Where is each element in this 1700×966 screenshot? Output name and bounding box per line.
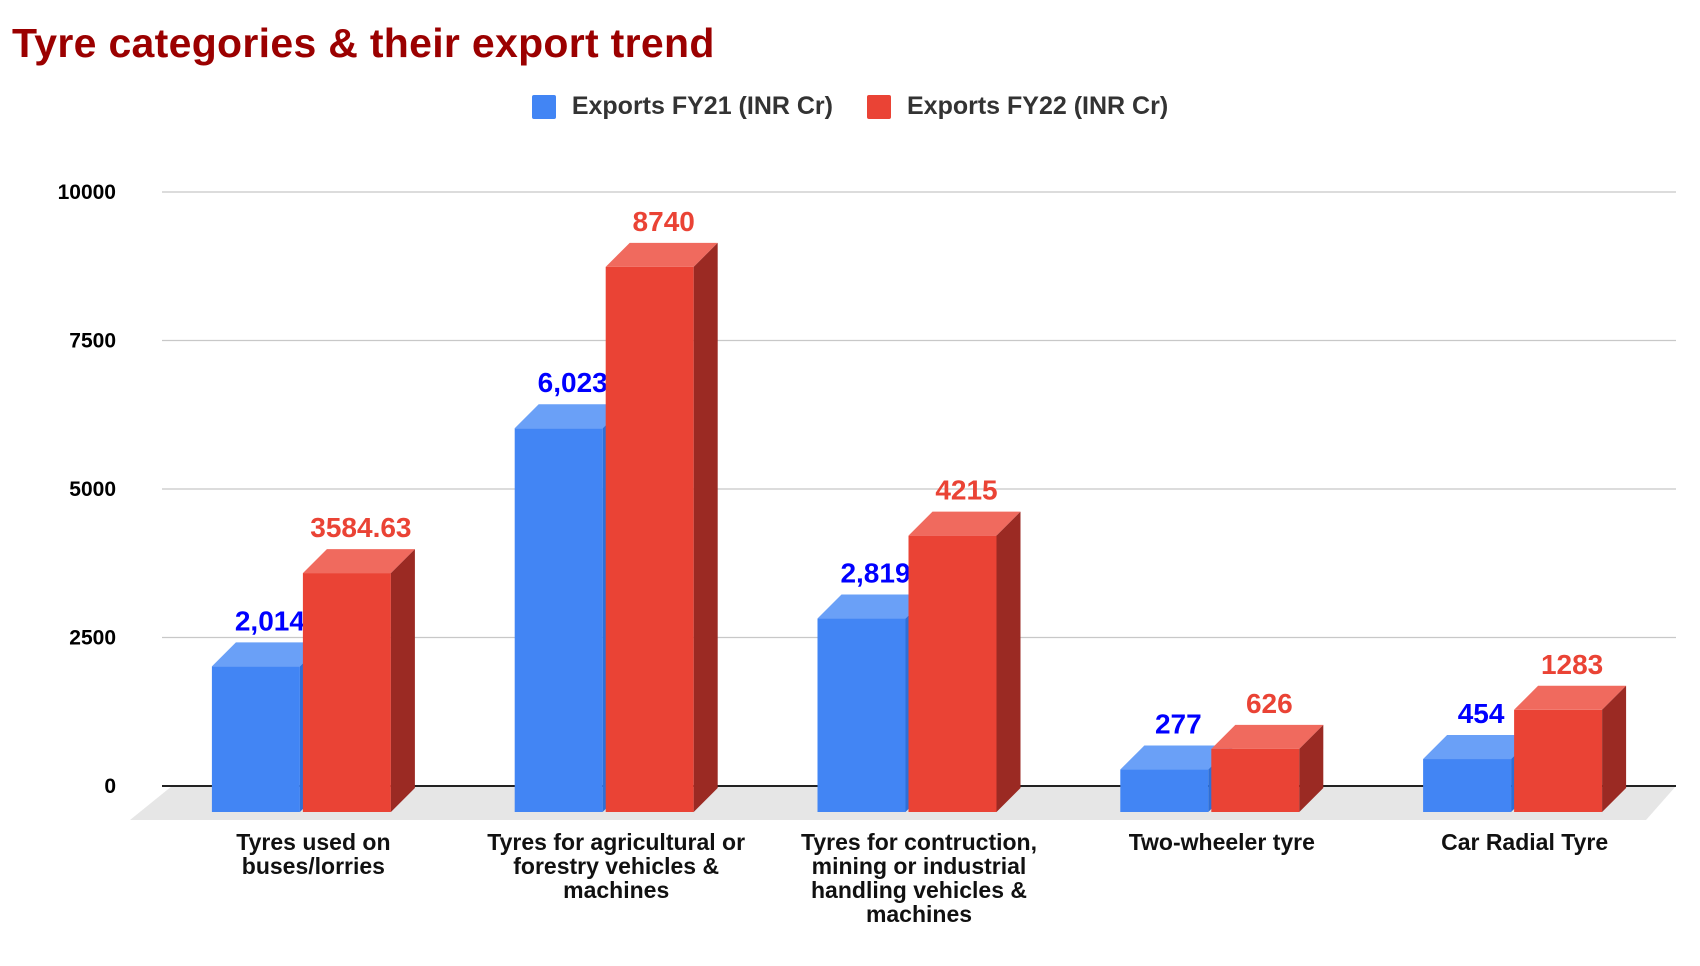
data-label: 6,023 — [538, 367, 608, 398]
bar-top — [514, 404, 627, 429]
legend-label-fy22: Exports FY22 (INR Cr) — [907, 92, 1169, 120]
category-label: Tyres used on buses/lorries — [236, 829, 391, 879]
bar-top — [1211, 724, 1324, 749]
bar-top — [908, 511, 1021, 536]
bar-front — [908, 535, 997, 812]
y-tick-label: 2500 — [69, 627, 116, 650]
bar-top — [1120, 745, 1233, 770]
bar-front — [1514, 709, 1603, 812]
legend-item-fy21: Exports FY21 (INR Cr) — [531, 92, 833, 121]
legend-label-fy21: Exports FY21 (INR Cr) — [571, 92, 833, 120]
y-tick-label: 10000 — [58, 181, 116, 204]
bar-front — [605, 266, 694, 812]
legend: Exports FY21 (INR Cr) Exports FY22 (INR … — [0, 92, 1700, 121]
data-label: 8740 — [633, 206, 695, 237]
bar-side — [390, 549, 415, 812]
y-tick-label: 7500 — [69, 330, 116, 353]
chart-title: Tyre categories & their export trend — [12, 20, 715, 66]
bar-front — [514, 428, 603, 812]
category-label: Car Radial Tyre — [1441, 829, 1609, 855]
bar-front — [1423, 759, 1512, 812]
bar-top — [302, 549, 415, 574]
data-label: 2,819 — [840, 558, 910, 589]
y-tick-label: 5000 — [69, 478, 116, 501]
bar-top — [1514, 685, 1627, 710]
y-tick-label: 0 — [104, 775, 116, 798]
data-label: 3584.63 — [310, 512, 411, 543]
bar-side — [1602, 685, 1627, 812]
bar-top — [211, 642, 324, 667]
bar-top — [817, 594, 930, 619]
bar-side — [996, 511, 1021, 812]
legend-swatch-fy21 — [531, 94, 556, 119]
bar-top — [605, 242, 718, 267]
data-label: 277 — [1155, 709, 1202, 740]
bar-front — [1120, 769, 1209, 812]
data-label: 2,014 — [235, 605, 305, 636]
legend-item-fy22: Exports FY22 (INR Cr) — [867, 92, 1168, 121]
category-label: Tyres for agricultural or forestry vehic… — [487, 829, 746, 903]
bar-front — [1211, 748, 1300, 812]
bar-side — [693, 242, 718, 812]
data-label: 626 — [1246, 688, 1293, 719]
bar-side — [1299, 724, 1324, 812]
bar-front — [211, 666, 300, 812]
bar-top — [1423, 735, 1536, 760]
data-label: 1283 — [1541, 649, 1603, 680]
bar-front — [817, 618, 906, 812]
legend-swatch-fy22 — [867, 94, 891, 119]
data-label: 4215 — [935, 475, 997, 506]
category-label: Two-wheeler tyre — [1128, 829, 1315, 855]
bar-front — [302, 573, 391, 812]
category-label: Tyres for contruction, mining or industr… — [801, 829, 1037, 927]
data-label: 454 — [1458, 698, 1505, 729]
